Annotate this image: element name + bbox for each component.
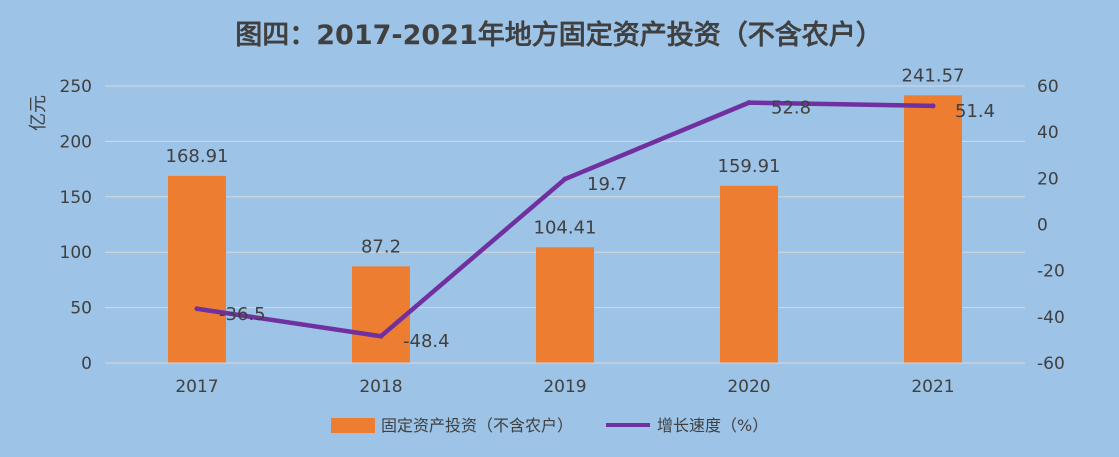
x-tick-label: 2017 bbox=[175, 377, 218, 397]
axes: 0 50 100 150 200 250 -60 -40 -20 0 20 40 60 2017 2018 2… bbox=[60, 77, 1065, 397]
y-right-tick-label: 0 bbox=[1037, 216, 1048, 236]
line-value-label: -36.5 bbox=[219, 304, 266, 325]
y-right-tick-label: -20 bbox=[1037, 262, 1065, 282]
line-series bbox=[194, 100, 936, 339]
bar bbox=[904, 95, 962, 363]
line-point bbox=[930, 103, 936, 109]
line-value-label: 51.4 bbox=[955, 101, 995, 122]
line-value-label: -48.4 bbox=[403, 331, 450, 352]
line-point bbox=[746, 100, 752, 106]
bar-value-label: 87.2 bbox=[361, 236, 401, 257]
line-point bbox=[562, 176, 568, 182]
x-tick-label: 2018 bbox=[359, 377, 402, 397]
data-labels: 168.91 87.2 104.41 159.91 241.57 -36.5 -48.4 19… bbox=[166, 65, 996, 352]
bar-value-label: 241.57 bbox=[902, 65, 965, 86]
legend-bar-swatch bbox=[331, 418, 375, 433]
legend-bar-label: 固定资产投资（不含农户） bbox=[381, 416, 573, 435]
y-right-tick-label: 20 bbox=[1037, 169, 1059, 189]
bar bbox=[720, 185, 778, 363]
chart-title: 图四：2017-2021年地方固定资产投资（不含农户） bbox=[235, 19, 883, 51]
x-tick-label: 2020 bbox=[727, 377, 770, 397]
bar-series bbox=[168, 95, 962, 363]
bar bbox=[352, 266, 410, 363]
y-right-tick-label: -60 bbox=[1037, 354, 1065, 374]
y-axis-label: 亿元 bbox=[28, 95, 49, 131]
bar bbox=[168, 175, 226, 363]
y-left-tick-label: 200 bbox=[60, 132, 92, 152]
y-left-tick-label: 150 bbox=[60, 188, 92, 208]
line-point bbox=[378, 333, 384, 339]
legend: 固定资产投资（不含农户） 增长速度（%） bbox=[331, 416, 768, 435]
y-right-tick-label: 60 bbox=[1037, 77, 1059, 97]
x-tick-label: 2019 bbox=[543, 377, 586, 397]
y-right-tick-label: -40 bbox=[1037, 308, 1065, 328]
y-left-tick-label: 0 bbox=[81, 354, 92, 374]
line-point bbox=[194, 306, 200, 312]
bar-value-label: 104.41 bbox=[534, 217, 597, 238]
line-value-label: 52.8 bbox=[771, 98, 811, 119]
y-left-tick-label: 250 bbox=[60, 77, 92, 97]
line-value-label: 19.7 bbox=[587, 174, 627, 195]
y-right-tick-label: 40 bbox=[1037, 123, 1059, 143]
y-left-tick-label: 50 bbox=[70, 299, 92, 319]
bar-value-label: 159.91 bbox=[718, 156, 781, 177]
bar bbox=[536, 247, 594, 363]
y-left-tick-label: 100 bbox=[60, 243, 92, 263]
x-tick-label: 2021 bbox=[911, 377, 954, 397]
legend-line-label: 增长速度（%） bbox=[657, 416, 768, 435]
bar-value-label: 168.91 bbox=[166, 146, 229, 167]
